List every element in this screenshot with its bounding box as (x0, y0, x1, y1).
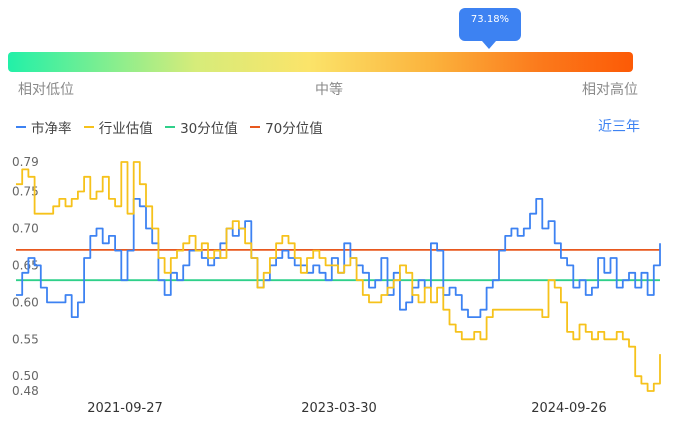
gauge-low-label: 相对低位 (18, 82, 74, 98)
valuation-gauge-bar (8, 52, 633, 72)
legend-swatch-industry (83, 126, 94, 128)
y-tick-label: 0.79 (12, 155, 39, 169)
legend-item-p30[interactable]: 30分位值 (165, 117, 238, 137)
series-line-industry (16, 161, 661, 392)
legend-label-industry: 行业估值 (98, 121, 153, 137)
x-tick-label: 2023-03-30 (301, 401, 377, 416)
y-tick-label: 0.60 (12, 295, 39, 309)
gauge-mid-label: 中等 (315, 82, 343, 98)
legend-item-pb[interactable]: 市净率 (16, 117, 72, 137)
legend-swatch-p30 (165, 126, 176, 128)
period-selector[interactable]: 近三年 (598, 119, 640, 135)
y-tick-label: 0.48 (12, 384, 39, 398)
legend-swatch-pb (16, 126, 26, 128)
x-tick-label: 2021-09-27 (87, 401, 163, 416)
legend-item-p70[interactable]: 70分位值 (250, 117, 323, 137)
x-tick-label: 2024-09-26 (531, 401, 607, 416)
legend-item-industry[interactable]: 行业估值 (83, 117, 153, 137)
y-tick-label: 0.55 (12, 332, 39, 346)
legend-label-pb: 市净率 (31, 121, 72, 137)
legend-label-p30: 30分位值 (180, 121, 238, 137)
y-tick-label: 0.50 (12, 369, 39, 383)
legend-label-p70: 70分位值 (265, 121, 323, 137)
y-tick-label: 0.75 (12, 185, 39, 199)
y-tick-label: 0.70 (12, 221, 39, 235)
percentile-tooltip: 73.18% (459, 8, 521, 49)
gauge-high-label: 相对高位 (582, 82, 638, 98)
y-tick-label: 0.65 (12, 258, 39, 272)
series-line-pb (16, 198, 661, 318)
chart-legend: 市净率 行业估值 30分位值 70分位值 (16, 116, 331, 137)
legend-swatch-p70 (250, 126, 261, 128)
